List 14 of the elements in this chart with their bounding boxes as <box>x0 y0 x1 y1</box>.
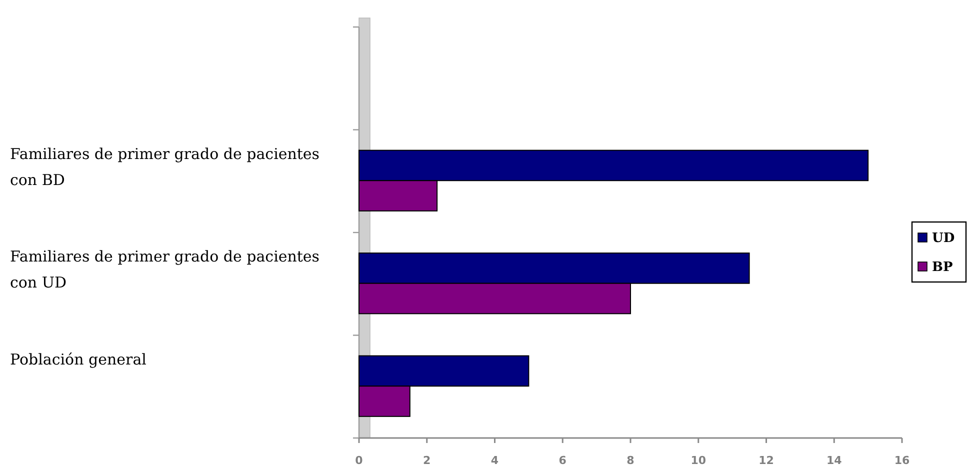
y-tick-label: Familiares de primer grado de pacientes con BD <box>10 144 320 189</box>
legend-label: BP <box>932 260 953 275</box>
x-tick-label: 10 <box>690 454 706 467</box>
x-tick-label: 4 <box>490 454 499 467</box>
x-tick-label: 8 <box>626 454 634 467</box>
legend-label: UD <box>932 231 955 246</box>
y-tick-label: Población general <box>10 350 147 368</box>
x-tick-label: 16 <box>894 454 910 467</box>
x-tick-label: 12 <box>758 454 774 467</box>
x-tick-label: 14 <box>826 454 842 467</box>
x-tick-label: 0 <box>355 454 364 467</box>
y-tick-label: Familiares de primer grado de pacientes con UD <box>10 248 320 292</box>
x-tick-label: 2 <box>423 454 431 467</box>
x-tick-label: 6 <box>558 454 567 467</box>
